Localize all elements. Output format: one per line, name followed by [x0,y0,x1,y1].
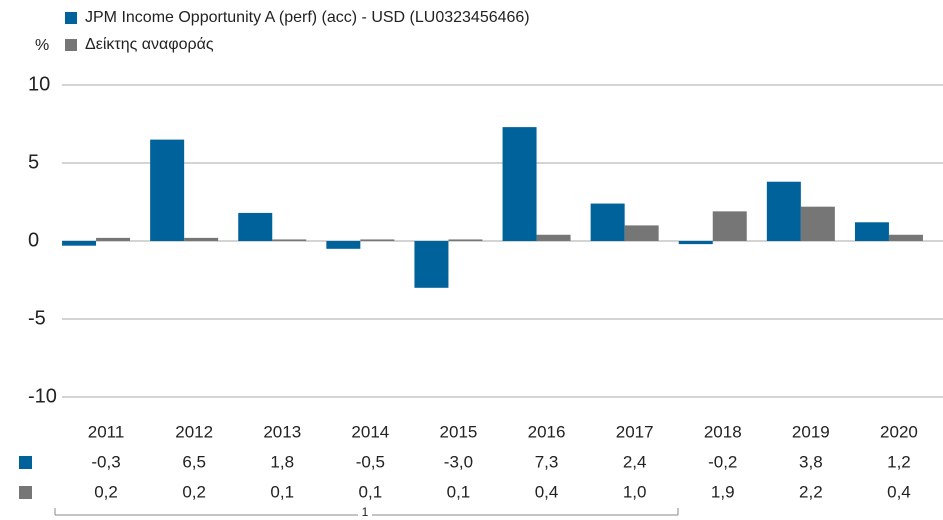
bar [536,234,571,241]
table-value: 1,8 [270,452,294,471]
table-value: 1,2 [887,452,911,471]
x-tick-label: 2015 [440,422,478,441]
x-tick-label: 2016 [528,422,566,441]
table-value: 0,4 [887,482,911,501]
table-swatch [19,456,32,469]
bar [888,234,923,241]
table-value: -0,2 [708,452,737,471]
y-tick-label: 10 [28,73,50,95]
table-value: 0,2 [94,482,118,501]
bar [678,241,713,245]
table-value: -0,5 [356,452,385,471]
x-tick-label: 2011 [88,422,125,441]
bracket-label-bg [358,508,372,520]
legend-swatch [65,12,77,24]
bar [62,241,97,246]
x-tick-label: 2014 [351,422,389,441]
table-value: 2,4 [623,452,647,471]
x-tick-label: 2017 [616,422,654,441]
bar [800,206,835,241]
y-tick-label: 5 [28,151,39,173]
bar [326,241,361,249]
table-value: 2,2 [799,482,823,501]
legend-swatch [65,39,77,51]
bar [272,239,307,241]
y-tick-label: -5 [28,307,46,329]
bar [590,203,625,241]
bar [414,241,449,288]
bar [712,211,747,241]
table-value: 6,5 [182,452,206,471]
y-tick-label: 0 [28,229,39,251]
x-tick-label: 2012 [175,422,213,441]
x-tick-label: 2018 [704,422,742,441]
x-tick-label: 2019 [792,422,830,441]
bar [96,237,131,241]
bar [150,139,185,241]
table-value: 0,2 [182,482,206,501]
table-value: -3,0 [444,452,473,471]
table-value: 1,9 [711,482,735,501]
legend-label: JPM Income Opportunity A (perf) (acc) - … [85,9,530,26]
x-tick-label: 2020 [880,422,918,441]
annotation: 1 [362,505,369,519]
bar [360,239,395,241]
bar [854,222,889,241]
unit-label: % [35,37,49,54]
bar [502,127,537,241]
table-value: 1,0 [623,482,647,501]
y-tick-label: -10 [28,385,57,407]
legend-label: Δείκτης αναφοράς [85,36,214,53]
bar [766,181,801,241]
bar [448,239,483,241]
table-value: 0,4 [535,482,559,501]
bar [184,237,219,241]
table-value: 3,8 [799,452,823,471]
bar [238,212,273,241]
bar [624,225,659,241]
table-value: 0,1 [447,482,471,501]
table-value: 7,3 [535,452,559,471]
table-value: 0,1 [359,482,383,501]
table-value: -0,3 [91,452,120,471]
table-swatch [19,486,32,499]
x-tick-label: 2013 [263,422,301,441]
table-value: 0,1 [270,482,294,501]
